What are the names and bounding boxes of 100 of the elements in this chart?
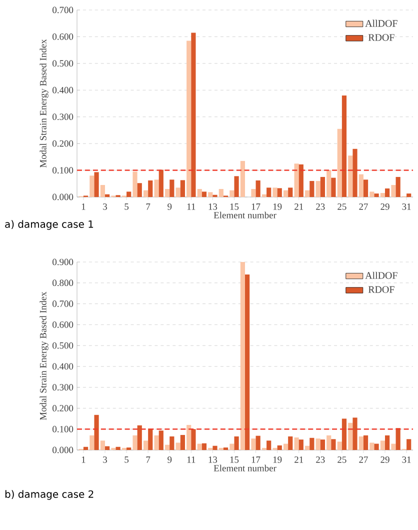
bar xyxy=(143,190,148,197)
bar xyxy=(234,176,239,197)
bar xyxy=(391,184,396,197)
bar xyxy=(218,188,224,197)
bar xyxy=(234,436,239,450)
x-tick-label: 3 xyxy=(103,204,107,210)
bar xyxy=(105,446,110,450)
bar xyxy=(363,435,368,450)
bar xyxy=(100,440,105,450)
bar xyxy=(283,190,288,197)
x-tick-label: 13 xyxy=(208,204,218,210)
bar xyxy=(310,180,314,197)
bar xyxy=(342,418,347,450)
bar xyxy=(374,194,379,197)
x-axis-title: Element number xyxy=(214,464,276,472)
bar xyxy=(277,445,282,450)
x-tick-label: 15 xyxy=(230,204,239,210)
bar xyxy=(143,440,148,450)
y-tick-label: 0.000 xyxy=(52,194,74,200)
y-tick-label: 0.000 xyxy=(52,446,74,454)
bar xyxy=(180,434,185,450)
bar xyxy=(94,414,99,450)
bar xyxy=(288,188,293,197)
bar xyxy=(197,444,202,450)
bar xyxy=(396,176,400,197)
y-tick-label: 0.300 xyxy=(52,114,74,120)
bar xyxy=(176,442,180,450)
bar xyxy=(337,128,342,197)
bar xyxy=(186,424,192,450)
legend-label: AllDOF xyxy=(365,272,398,279)
bar xyxy=(197,188,202,197)
bar xyxy=(165,444,170,450)
bar xyxy=(212,446,218,450)
y-tick-label: 0.600 xyxy=(52,321,74,328)
bar xyxy=(406,439,412,450)
x-tick-label: 21 xyxy=(294,204,304,210)
bar xyxy=(277,188,282,197)
y-axis-title: Modal Strain Energy Based Index xyxy=(40,292,48,420)
bar xyxy=(374,444,379,450)
x-tick-label: 9 xyxy=(168,456,172,463)
x-tick-label: 11 xyxy=(187,456,196,463)
bar xyxy=(385,188,390,197)
y-tick-label: 0.200 xyxy=(52,140,74,147)
bar xyxy=(230,444,234,450)
x-tick-label: 13 xyxy=(208,456,218,463)
bar xyxy=(132,435,138,450)
bar xyxy=(352,418,358,450)
bar xyxy=(256,436,260,450)
bar xyxy=(154,180,159,197)
bar xyxy=(363,180,368,197)
bar xyxy=(83,446,88,450)
bar xyxy=(100,184,105,197)
bar xyxy=(154,435,159,450)
bar xyxy=(202,443,207,450)
bar xyxy=(326,435,332,450)
bar xyxy=(208,192,213,197)
bar xyxy=(240,262,246,450)
bar xyxy=(137,183,142,197)
y-tick-label: 0.400 xyxy=(52,363,74,370)
x-tick-label: 23 xyxy=(316,456,325,463)
x-tick-label: 7 xyxy=(146,456,150,463)
x-axis-title: Element number xyxy=(214,212,276,218)
bar xyxy=(370,192,374,197)
bar xyxy=(266,188,272,197)
y-tick-label: 0.100 xyxy=(52,426,74,432)
bar xyxy=(191,32,196,197)
x-tick-label: 31 xyxy=(402,204,411,210)
bar xyxy=(126,447,132,450)
bar xyxy=(298,164,304,197)
bar xyxy=(305,190,310,197)
x-tick-label: 25 xyxy=(338,204,346,210)
bar xyxy=(396,428,400,450)
bar xyxy=(170,180,174,197)
bar xyxy=(320,176,325,197)
x-tick-label: 17 xyxy=(252,456,260,463)
bar xyxy=(358,174,364,197)
bar xyxy=(316,438,320,450)
legend-label: AllDOF xyxy=(365,20,398,27)
bar xyxy=(90,176,94,197)
bar xyxy=(331,178,336,197)
bar xyxy=(316,180,320,197)
bar xyxy=(126,192,132,197)
y-tick-label: 0.300 xyxy=(52,384,74,391)
bar xyxy=(380,440,386,450)
bar xyxy=(116,446,120,450)
bar xyxy=(191,429,196,450)
bar xyxy=(105,194,110,197)
bar xyxy=(342,95,347,197)
bar xyxy=(294,437,299,450)
x-tick-label: 3 xyxy=(103,456,107,463)
bar xyxy=(148,428,153,450)
x-tick-label: 19 xyxy=(273,456,282,463)
y-tick-label: 0.900 xyxy=(52,258,74,266)
x-tick-label: 7 xyxy=(146,204,150,210)
x-tick-label: 1 xyxy=(82,204,86,210)
x-tick-label: 29 xyxy=(380,456,390,463)
y-tick-label: 0.200 xyxy=(52,405,74,412)
bar xyxy=(240,160,246,197)
bar xyxy=(158,170,164,197)
bar xyxy=(320,440,325,450)
